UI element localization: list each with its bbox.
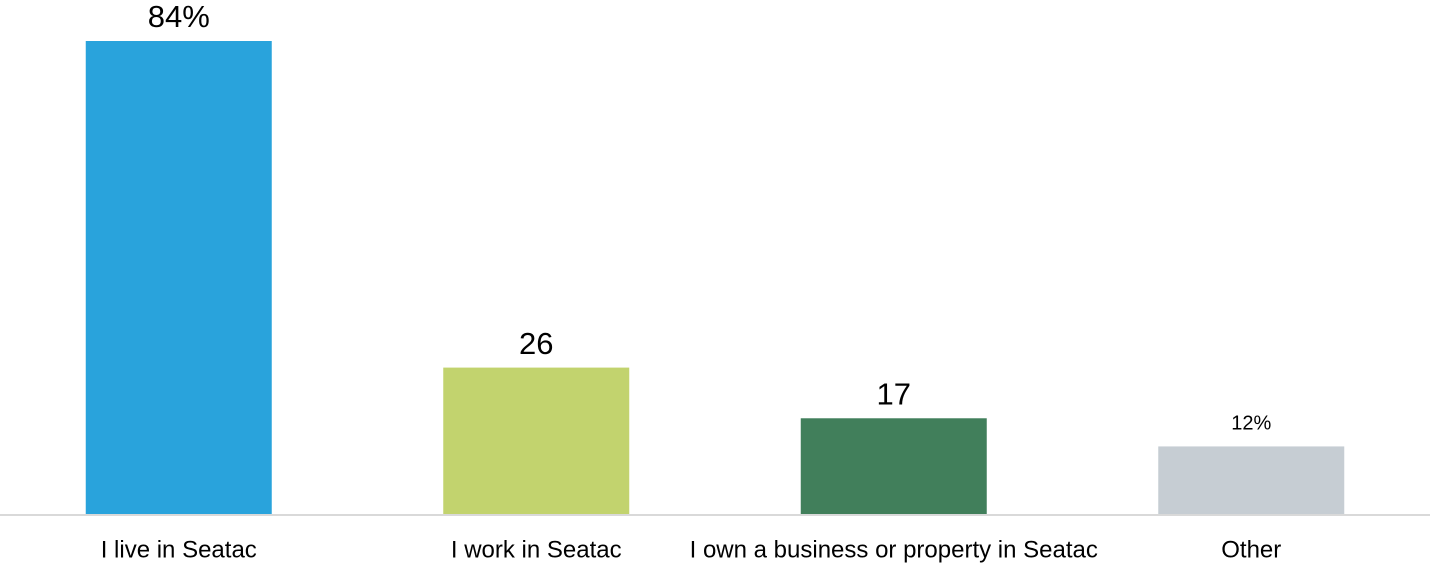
bar	[85, 41, 272, 514]
x-tick-label: Other	[1221, 536, 1281, 563]
bar	[1158, 446, 1345, 514]
x-tick-label: I own a business or property in Seatac	[690, 536, 1098, 563]
data-label: 17	[877, 376, 911, 411]
x-tick-label: I work in Seatac	[451, 536, 622, 563]
data-label: 12%	[1231, 413, 1271, 435]
data-label: 84%	[148, 0, 210, 34]
bar	[443, 367, 630, 514]
x-tick-label: I live in Seatac	[101, 536, 257, 563]
data-label: 26	[519, 326, 553, 361]
bar	[800, 418, 987, 514]
